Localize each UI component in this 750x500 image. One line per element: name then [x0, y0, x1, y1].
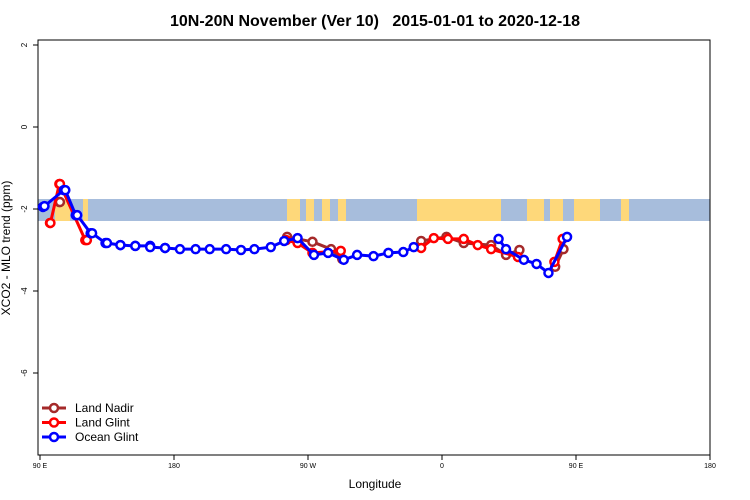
x-tick-label: 90 W: [300, 463, 317, 470]
data-point: [351, 249, 363, 261]
land-region: [287, 199, 300, 221]
data-point: [458, 233, 469, 245]
land-region: [83, 199, 88, 221]
data-point: [71, 209, 83, 221]
data-point: [531, 258, 542, 270]
data-point: [86, 227, 98, 239]
ocean-band: [38, 199, 710, 221]
x-tick-label: 90 E: [569, 463, 584, 470]
data-point: [101, 237, 113, 249]
data-point: [39, 200, 50, 212]
x-tick-label: 0: [440, 463, 444, 470]
data-point: [368, 250, 379, 262]
data-point: [278, 235, 290, 247]
y-tick-label: -4: [20, 287, 29, 295]
legend-label: Land Glint: [75, 416, 130, 430]
data-point: [144, 241, 156, 253]
land-region: [527, 199, 544, 221]
data-point: [338, 254, 349, 266]
y-tick-label: -2: [20, 205, 29, 213]
data-point: [383, 247, 394, 259]
data-point: [220, 243, 232, 255]
legend-marker: [48, 431, 60, 443]
data-point: [308, 249, 320, 261]
land-region: [306, 199, 314, 221]
land-region: [417, 199, 501, 221]
data-point: [204, 243, 215, 255]
data-point: [60, 184, 71, 196]
data-point: [493, 233, 504, 245]
x-axis-label: Longitude: [349, 477, 402, 491]
plot-frame: [37, 39, 711, 456]
series-ocean-glint: [37, 184, 573, 279]
x-tick-label: 90 E: [33, 463, 48, 470]
data-point: [561, 231, 573, 243]
data-point: [249, 243, 260, 255]
data-point: [174, 243, 186, 255]
data-point: [398, 246, 409, 258]
land-region: [621, 199, 629, 221]
data-point: [115, 239, 126, 251]
x-axis: 90 E 180 90 W 0 90 E 180: [33, 455, 716, 470]
y-tick-label: 2: [20, 42, 29, 47]
series-land-glint: [44, 178, 568, 268]
y-axis-label: XCO2 - MLO trend (ppm): [0, 181, 13, 316]
series-layer: [37, 178, 573, 279]
data-point: [265, 241, 277, 253]
data-point: [45, 217, 56, 229]
x-tick-label: 180: [704, 463, 716, 470]
data-point: [472, 239, 483, 251]
chart-title: 10N-20N November (Ver 10) 2015-01-01 to …: [170, 13, 580, 30]
data-point: [292, 232, 303, 244]
legend-marker: [48, 402, 60, 414]
x-tick-label: 180: [168, 463, 180, 470]
data-point: [335, 245, 347, 257]
data-point: [442, 233, 454, 245]
data-point: [518, 254, 530, 266]
legend-marker: [48, 417, 60, 428]
data-point: [485, 243, 497, 255]
data-point: [322, 247, 334, 259]
data-point: [159, 242, 171, 254]
data-point: [130, 240, 141, 252]
land-region: [574, 199, 600, 221]
data-point: [543, 267, 554, 279]
data-point: [408, 241, 419, 253]
legend-label: Land Nadir: [75, 401, 134, 415]
data-point: [190, 243, 201, 255]
y-tick-label: 0: [20, 124, 29, 129]
data-point: [307, 236, 318, 248]
legend-label: Ocean Glint: [75, 430, 139, 444]
y-axis: 2 0 -2 -4 -6: [20, 42, 38, 377]
data-point: [500, 243, 512, 255]
data-point: [235, 244, 247, 256]
data-point: [428, 232, 440, 244]
land-region: [550, 199, 563, 221]
land-region: [322, 199, 330, 221]
y-tick-label: -6: [20, 369, 29, 377]
background-map: [38, 199, 710, 221]
land-region: [338, 199, 346, 221]
